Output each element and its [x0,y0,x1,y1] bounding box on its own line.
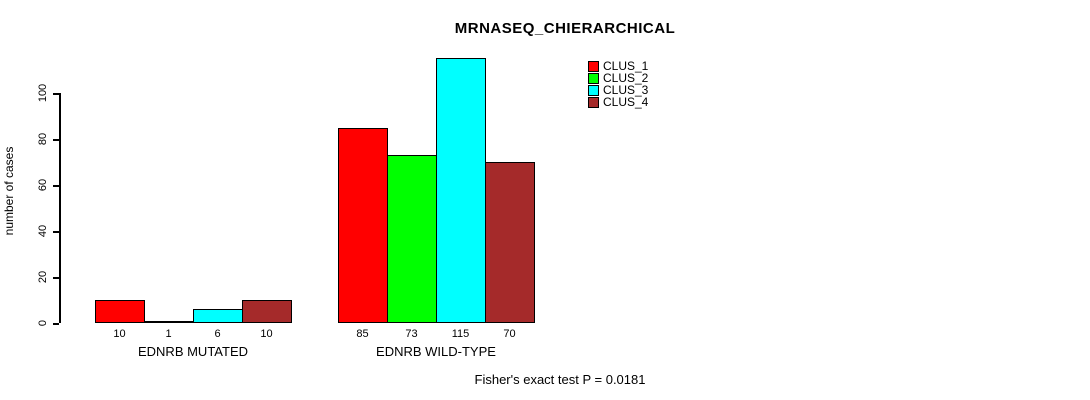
legend-swatch-icon [588,96,599,108]
y-axis-tick [53,277,59,279]
legend: CLUS_1 CLUS_2 CLUS_3 CLUS_4 [588,60,648,108]
legend-item-clus_4: CLUS_4 [588,96,648,108]
chart-title: MRNASEQ_CHIERARCHICAL [454,20,676,37]
legend-swatch-icon [588,84,599,96]
legend-label: CLUS_1 [603,59,649,73]
bar-value-label: 115 [451,328,470,340]
legend-item-clus_2: CLUS_2 [588,72,648,84]
y-axis-tick [53,231,59,233]
y-axis-tick [53,185,59,187]
bar-value-label: 1 [165,328,172,340]
bar-value-label: 10 [260,328,273,340]
bar-clus_2 [144,321,194,323]
bar-value-label: 6 [214,328,221,340]
bar-clus_4 [242,300,292,323]
legend-item-clus_1: CLUS_1 [588,60,648,72]
legend-item-clus_3: CLUS_3 [588,84,648,96]
legend-swatch-icon [588,60,599,72]
group-label: EDNRB MUTATED [137,344,249,359]
legend-label: CLUS_2 [603,71,649,85]
y-tick-label: 80 [37,132,49,146]
bar-clus_1 [95,300,145,323]
y-axis-line [59,93,61,323]
group-label: EDNRB WILD-TYPE [376,344,496,359]
y-tick-label: 40 [37,224,49,238]
y-axis-tick [53,139,59,141]
y-tick-label: 20 [37,270,49,284]
bar-clus_3 [436,58,486,323]
y-axis-label: number of cases [2,146,16,236]
bar-clus_4 [485,162,535,323]
bar-clus_2 [387,155,437,323]
y-axis-tick [53,93,59,95]
y-tick-label: 60 [37,178,49,192]
legend-label: CLUS_4 [603,95,649,109]
bar-clus_3 [193,309,243,323]
legend-label: CLUS_3 [603,83,649,97]
y-tick-label: 0 [37,319,49,327]
bar-value-label: 85 [356,328,369,340]
bar-value-label: 70 [503,328,516,340]
bar-value-label: 10 [113,328,126,340]
annotation-text: Fisher's exact test P = 0.0181 [474,372,646,387]
y-tick-label: 100 [37,83,49,103]
legend-swatch-icon [588,72,599,84]
bar-clus_1 [338,128,388,323]
y-axis-tick [53,323,59,325]
bar-value-label: 73 [405,328,418,340]
